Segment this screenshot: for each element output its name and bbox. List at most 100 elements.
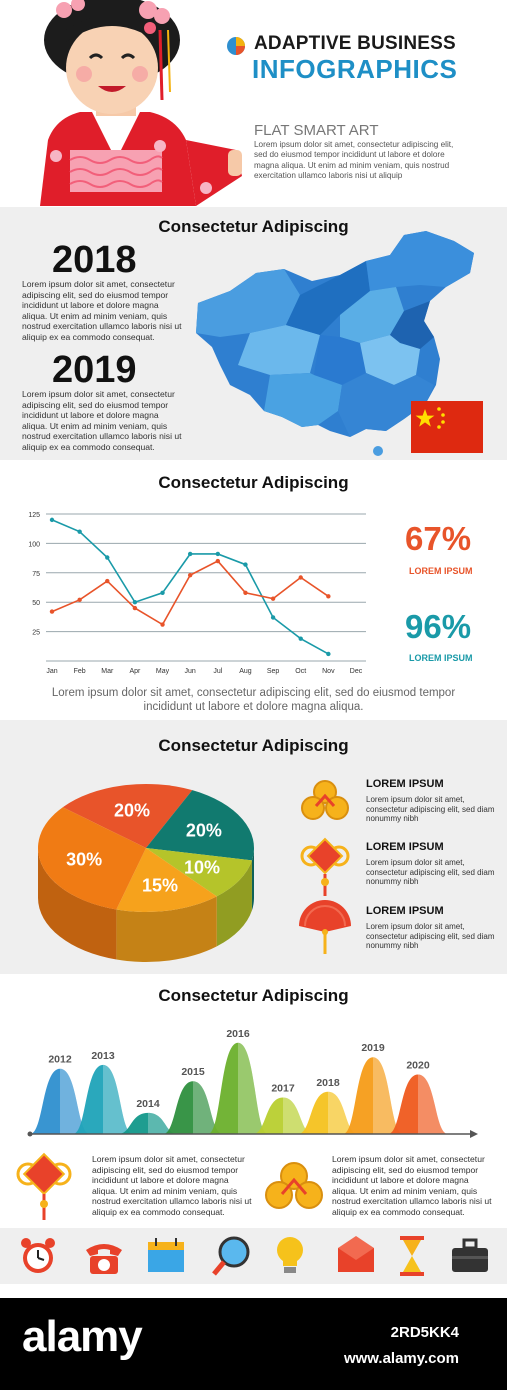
briefcase-icon xyxy=(452,1238,488,1272)
legend-2-title: LOREM IPSUM xyxy=(366,841,444,853)
pie-slice-label: 20% xyxy=(186,821,222,841)
timeline-section: Consectetur Adipiscing 2012 2013 2014 2015 2… xyxy=(0,974,507,1228)
watermark-url[interactable]: www.alamy.com xyxy=(343,1350,459,1367)
line-section-title: Consectetur Adipiscing xyxy=(158,473,349,492)
timeline-peak xyxy=(73,1064,133,1134)
logo-circle-icon xyxy=(227,37,245,55)
legend-3-desc: Lorem ipsum dolor sit amet, consectetur … xyxy=(366,922,495,951)
pie-chart: 20% 20% 10% 15% 30% xyxy=(37,784,254,962)
pie-slice-side xyxy=(216,860,252,947)
calendar-icon xyxy=(148,1238,184,1272)
series-point xyxy=(105,555,110,560)
pie-slice-label: 10% xyxy=(184,857,220,877)
series-point xyxy=(132,600,138,605)
year-2018-text: Lorem ipsum dolor sit amet, consectetur … xyxy=(22,279,182,342)
timeline-year-label: 2016 xyxy=(226,1028,250,1040)
y-tick-label: 75 xyxy=(32,571,40,578)
pie-slice xyxy=(116,848,217,912)
fan-icon xyxy=(299,900,351,954)
pie-slice-label: 30% xyxy=(66,849,102,869)
x-tick-label: Apr xyxy=(129,668,141,675)
pie-slice xyxy=(37,807,146,910)
timeline-year-label: 2015 xyxy=(181,1066,205,1078)
y-tick-label: 125 xyxy=(28,512,40,519)
year-2019: 2019 xyxy=(52,349,137,391)
timeline-year-label: 2019 xyxy=(361,1042,385,1054)
series-point xyxy=(298,575,303,580)
hourglass-icon xyxy=(400,1236,424,1276)
stat-2-value: 96% xyxy=(405,608,472,645)
series-point xyxy=(187,551,193,557)
series-point xyxy=(77,597,82,603)
timeline-arrow xyxy=(470,1130,478,1138)
series-point xyxy=(160,622,165,627)
x-tick-label: Nov xyxy=(322,668,335,675)
y-tick-label: 100 xyxy=(28,541,40,548)
legend-3-title: LOREM IPSUM xyxy=(366,905,444,917)
pie-slice-side xyxy=(116,896,217,962)
pie-slice-side xyxy=(251,848,254,911)
lucky-knot-icon xyxy=(300,837,350,896)
china-map xyxy=(196,231,474,456)
watermark-brand: alamy xyxy=(22,1312,143,1361)
timeline-peak xyxy=(163,1081,223,1134)
title-line1: ADAPTIVE BUSINESS xyxy=(254,33,456,54)
pie-section-title: Consectetur Adipiscing xyxy=(158,736,349,755)
telephone-icon xyxy=(86,1244,122,1274)
pie-slice xyxy=(146,848,252,897)
x-tick-label: Feb xyxy=(74,668,86,675)
timeline-year-label: 2018 xyxy=(316,1077,340,1089)
light-bulb-icon xyxy=(277,1237,303,1273)
year-2019-text: Lorem ipsum dolor sit amet, consectetur … xyxy=(22,389,182,452)
header: ADAPTIVE BUSINESS INFOGRAPHICS FLAT SMAR… xyxy=(0,0,507,206)
timeline-year-label: 2017 xyxy=(271,1083,295,1095)
y-tick-label: 50 xyxy=(32,600,40,607)
alarm-clock-icon xyxy=(21,1238,55,1273)
stat-1-label: LOREM IPSUM xyxy=(409,566,473,576)
x-tick-label: Mar xyxy=(101,668,114,675)
magnifier-icon xyxy=(212,1236,250,1276)
pie-chart-section: Consectetur Adipiscing 20% 20% 10% 15% 30% L… xyxy=(0,720,507,974)
header-description: Lorem ipsum dolor sit amet, consectetur … xyxy=(254,140,454,181)
series-point xyxy=(49,517,55,523)
timeline-year-label: 2012 xyxy=(48,1054,72,1066)
timeline-year-label: 2013 xyxy=(91,1050,115,1062)
x-tick-label: Jun xyxy=(185,668,196,675)
series-point xyxy=(270,596,276,601)
subtitle: FLAT SMART ART xyxy=(254,122,379,139)
series-point xyxy=(187,572,193,578)
timeline-peak-highlight xyxy=(418,1074,448,1134)
timeline-year-label: 2020 xyxy=(406,1059,430,1071)
timeline-peak xyxy=(298,1091,358,1134)
pie-slice-label: 15% xyxy=(142,875,178,895)
timeline-peak xyxy=(118,1112,178,1134)
china-flag xyxy=(411,401,483,453)
series-point xyxy=(49,609,55,614)
timeline-chart: 2012 2013 2014 2015 2016 2017 2018 2019 2020 xyxy=(27,1028,478,1138)
pie-slice-label: 20% xyxy=(114,801,150,821)
timeline-year-label: 2014 xyxy=(136,1098,160,1110)
timeline-peak xyxy=(30,1068,90,1134)
timeline-peak-highlight xyxy=(238,1042,268,1134)
series-point xyxy=(243,562,248,567)
stat-2-label: LOREM IPSUM xyxy=(409,653,473,663)
timeline-peak xyxy=(343,1057,403,1134)
timeline-peak-highlight xyxy=(373,1057,403,1134)
x-tick-label: Jul xyxy=(213,668,222,675)
series-point xyxy=(215,551,221,557)
timeline-peak-highlight xyxy=(193,1081,223,1134)
timeline-peak-highlight xyxy=(60,1068,90,1134)
series-point xyxy=(77,529,82,534)
envelope-icon xyxy=(338,1236,374,1272)
timeline-peak xyxy=(208,1042,268,1134)
line-chart: 25 50 75 100 125 Jan Feb Mar Apr May Jun Jul Aug Sep O… xyxy=(28,512,366,675)
line-chart-section: Consectetur Adipiscing 25 50 75 100 125 Jan Fe… xyxy=(0,460,507,720)
series-point xyxy=(132,605,138,611)
map-section: Consectetur Adipiscing 2018 Lorem ipsum … xyxy=(0,207,507,460)
coins-charm-icon xyxy=(301,780,349,820)
x-tick-label: Sep xyxy=(267,668,280,675)
legend-2-desc: Lorem ipsum dolor sit amet, consectetur … xyxy=(366,858,495,887)
line-section-caption: Lorem ipsum dolor sit amet, consectetur … xyxy=(51,687,456,713)
geisha-illustration xyxy=(40,0,242,206)
timeline-peak-highlight xyxy=(328,1091,358,1134)
